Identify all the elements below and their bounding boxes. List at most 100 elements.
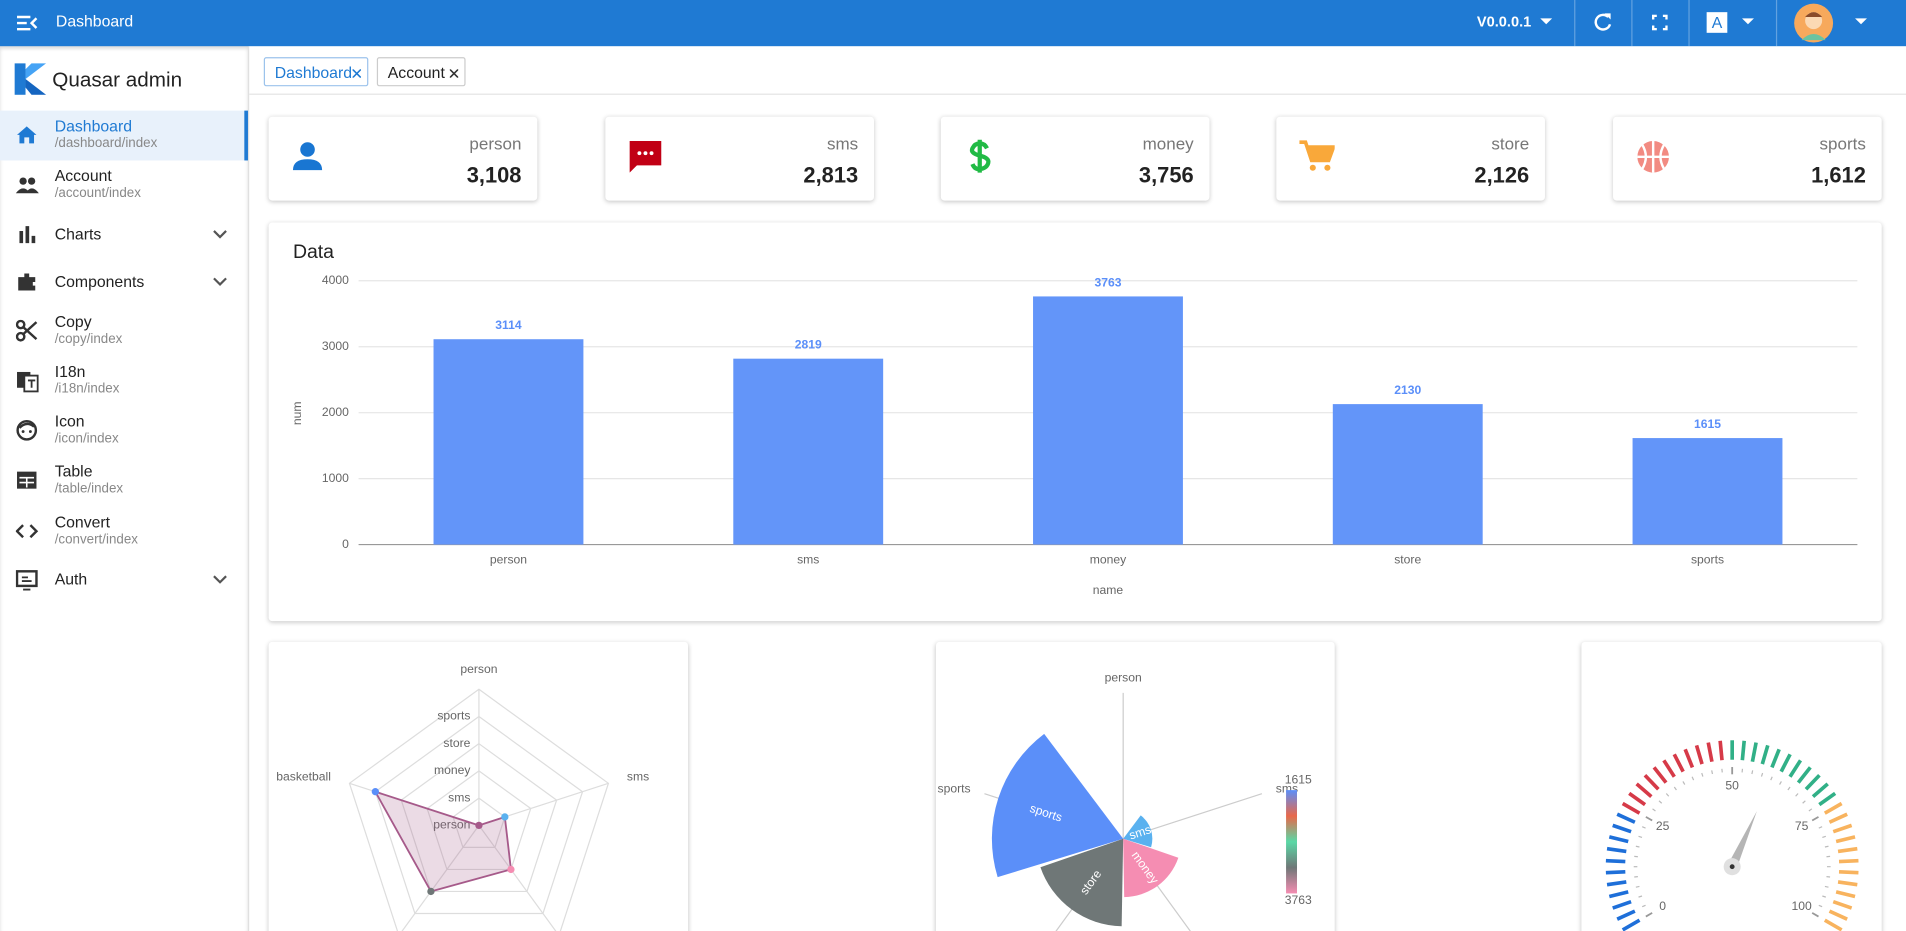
- nav-label: I18n: [54, 362, 86, 381]
- gauge-tick-label: 0: [1659, 899, 1666, 913]
- nav-item[interactable]: Account/account/index: [0, 160, 248, 210]
- nav-label: Dashboard: [54, 116, 133, 135]
- nav-item[interactable]: I18n/i18n/index: [0, 356, 248, 406]
- stat-value: 1,612: [1811, 162, 1866, 188]
- radar-point: [371, 788, 379, 796]
- gauge-band-tick: [1750, 742, 1758, 763]
- nav-icon: [15, 570, 38, 591]
- stat-value: 2,813: [803, 162, 859, 188]
- gauge-band-tick: [1616, 812, 1636, 824]
- language-button[interactable]: A: [1706, 12, 1728, 33]
- grid-ring: [426, 770, 532, 871]
- gauge-band-tick: [1621, 801, 1641, 815]
- nav-label: Table: [54, 461, 93, 481]
- gauge-band-tick: [1606, 846, 1627, 854]
- gauge-minor-tick: [1802, 800, 1806, 804]
- tab[interactable]: Dashboard: [263, 57, 369, 87]
- gauge-band-tick: [1837, 846, 1858, 854]
- nav-icon: [18, 273, 36, 291]
- gauge-tick: [1645, 912, 1653, 918]
- gauge-band-tick: [1608, 890, 1629, 899]
- x-tick-label: money: [1090, 553, 1127, 567]
- nav-item[interactable]: Components: [0, 258, 248, 308]
- gauge-band-tick: [1760, 744, 1770, 765]
- radial-tick-label: sports: [437, 709, 470, 723]
- nav-item[interactable]: Auth: [0, 556, 248, 606]
- indicator-label: person: [460, 662, 497, 676]
- radial-tick-label: store: [443, 736, 470, 750]
- nav-item[interactable]: Table/table/index: [0, 456, 248, 506]
- gauge-minor-tick: [1635, 885, 1640, 888]
- gauge-band-tick: [1612, 823, 1632, 834]
- gauge-minor-tick: [1701, 772, 1704, 777]
- gauge-band-tick: [1779, 753, 1792, 773]
- nav-item[interactable]: Dashboard/dashboard/index: [0, 110, 248, 161]
- gauge-band-tick: [1662, 759, 1676, 778]
- nav-icon: [15, 177, 39, 194]
- angle-label: sports: [938, 781, 971, 795]
- gauge-band-tick: [1832, 899, 1853, 910]
- grid-ring: [400, 742, 558, 893]
- gauge-band-tick: [1672, 753, 1685, 773]
- nav-label: Account: [54, 166, 112, 185]
- menu-button[interactable]: [16, 13, 38, 32]
- x-tick-label: store: [1394, 553, 1421, 567]
- nav-item[interactable]: Convert/convert/index: [0, 506, 248, 556]
- x-tick-label: sports: [1691, 553, 1724, 567]
- nav-item[interactable]: Copy/copy/index: [0, 306, 248, 356]
- gauge-band-tick: [1740, 740, 1747, 761]
- gauge-band-tick: [1788, 759, 1803, 778]
- stat-value: 3,756: [1138, 162, 1194, 188]
- expand-icon: [213, 575, 227, 584]
- nav-item[interactable]: Icon/icon/index: [0, 406, 248, 456]
- gauge-band-tick: [1838, 869, 1859, 875]
- gauge-band-tick: [1605, 858, 1626, 864]
- stat-icon: [1637, 141, 1669, 173]
- gauge-band-tick: [1770, 748, 1781, 769]
- angle-label: person: [1105, 670, 1142, 684]
- bar: [1033, 296, 1183, 545]
- x-tick-label: sms: [797, 553, 819, 567]
- gauge-band-tick: [1643, 773, 1660, 791]
- rose-sector: [1123, 838, 1179, 898]
- gauge-tick: [1645, 816, 1653, 822]
- gauge-minor-tick: [1824, 885, 1829, 888]
- indicator-label: basketball: [276, 769, 331, 783]
- gauge-minor-tick: [1638, 895, 1643, 898]
- sector-label: sms: [1127, 822, 1153, 842]
- gauge-minor-tick: [1751, 770, 1754, 775]
- radar-point: [475, 821, 483, 830]
- data-label: 1615: [1694, 417, 1721, 431]
- tab-close[interactable]: [449, 69, 459, 78]
- fullscreen-button[interactable]: [1651, 14, 1668, 31]
- radar-area: [373, 790, 512, 893]
- tab-divider: [249, 93, 1906, 95]
- nav-path: /account/index: [54, 185, 141, 201]
- stat-icon: [292, 142, 323, 171]
- gauge-band-tick: [1694, 744, 1704, 765]
- nav-item[interactable]: Charts: [0, 210, 248, 260]
- gauge-minor-tick: [1822, 895, 1827, 898]
- tab[interactable]: Account: [376, 57, 466, 87]
- gauge-tick-label: 75: [1795, 819, 1809, 833]
- nav-path: /copy/index: [54, 331, 123, 347]
- stat-icon: [969, 139, 991, 173]
- nav-label: Icon: [54, 412, 85, 431]
- sidebar: Quasar admin Dashboard/dashboard/index Ac…: [0, 46, 250, 931]
- avatar[interactable]: [1793, 2, 1834, 43]
- version-button[interactable]: V0.0.0.1: [1476, 13, 1532, 31]
- nav-label: Charts: [54, 224, 102, 244]
- gauge-band-tick: [1628, 791, 1647, 807]
- gauge-minor-tick: [1641, 904, 1646, 908]
- gauge-tick-label: 25: [1656, 819, 1670, 833]
- gauge-minor-tick: [1658, 800, 1663, 804]
- nav-label: Components: [54, 272, 145, 291]
- nav-label: Copy: [54, 312, 92, 331]
- tab-close[interactable]: [352, 69, 362, 78]
- visual-map-label: 1615: [1285, 773, 1312, 787]
- gauge-minor-tick: [1652, 808, 1656, 812]
- gauge-band-tick: [1835, 890, 1856, 899]
- refresh-button[interactable]: [1592, 12, 1613, 33]
